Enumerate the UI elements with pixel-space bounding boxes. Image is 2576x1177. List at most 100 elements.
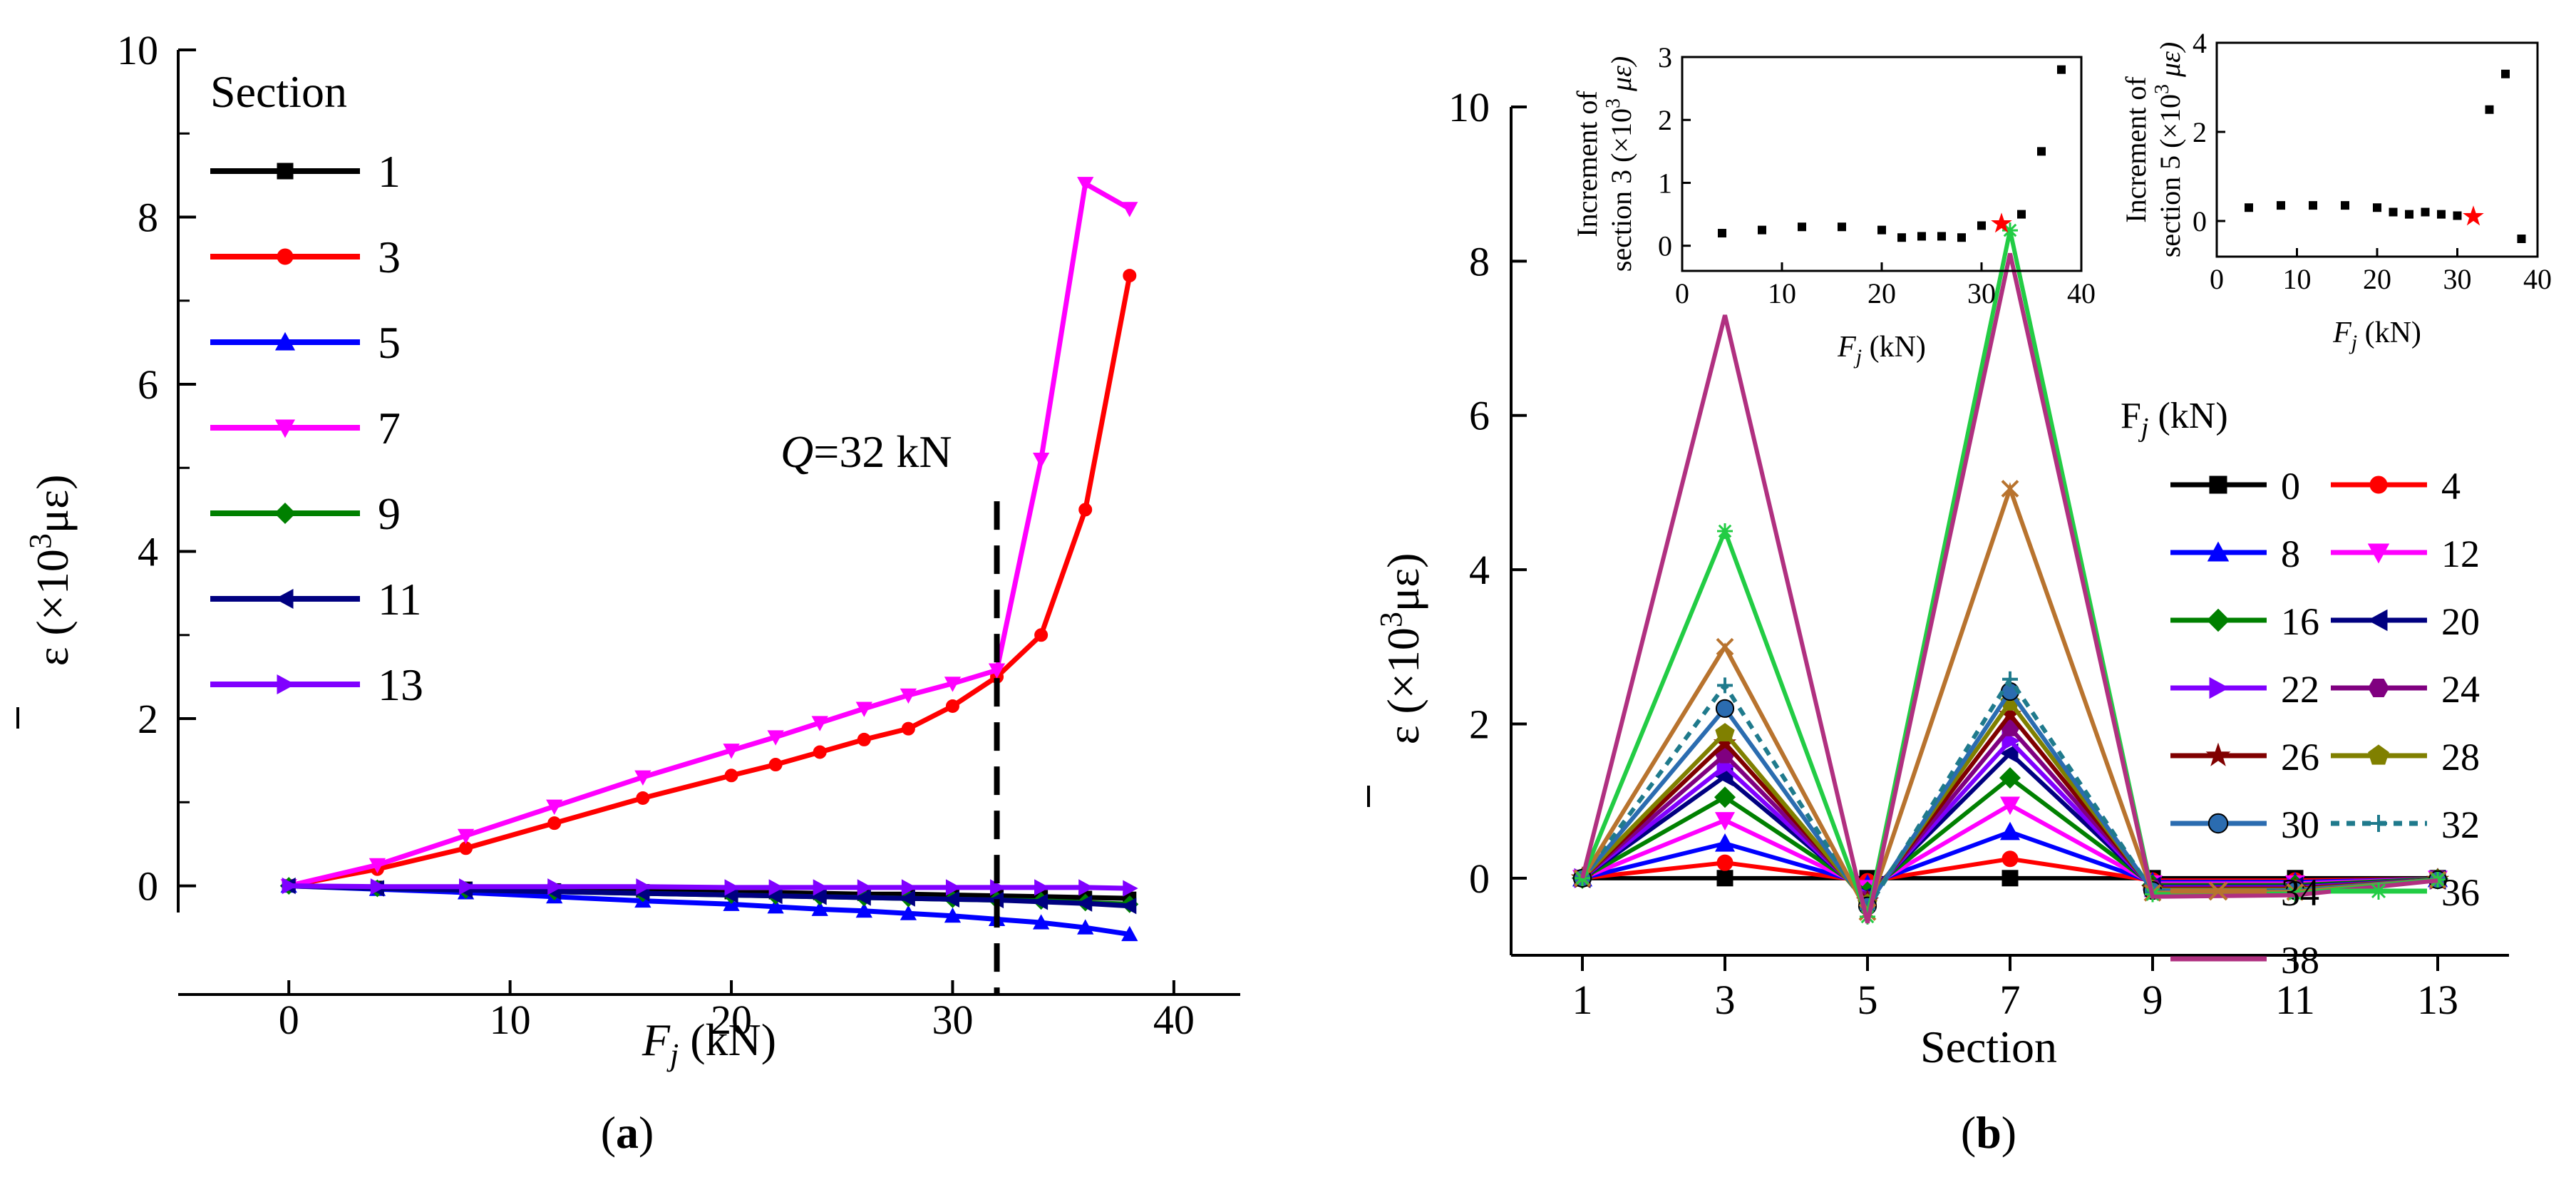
data-point-section-13: [813, 879, 829, 896]
inset-5-ticks: 0 10 20 30 40 0 2 4: [2193, 27, 2552, 295]
inset-data-point: [2389, 207, 2398, 217]
inset-x-tick-label: 20: [2363, 263, 2391, 295]
x-tick-label: 20: [711, 997, 752, 1043]
legend-marker-section-3: [277, 248, 294, 265]
y-tick-label: 4: [1469, 547, 1490, 593]
inset-data-point: [1897, 233, 1906, 242]
legend-label-fj-8: 8: [2281, 533, 2300, 575]
x-tick-label: 9: [2143, 977, 2163, 1023]
inset-data-point: [2017, 210, 2026, 219]
data-point-fj-36: [2430, 871, 2446, 888]
inset-data-point: [1758, 225, 1766, 235]
inset-x-tick-label: 30: [2443, 263, 2472, 295]
data-point-section-7: [767, 730, 784, 746]
data-point-section-11: [1120, 898, 1137, 915]
inset-y-tick-label: 1: [1658, 167, 1672, 199]
data-point-section-11: [900, 890, 915, 907]
data-point-section-7: [634, 770, 651, 786]
inset-data-point: [2421, 207, 2430, 217]
x-tick-label: 13: [2417, 977, 2458, 1023]
inset-y-tick-label: 0: [1658, 230, 1672, 262]
data-point-fj-32: [1717, 677, 1733, 694]
inset-5-points: [2245, 69, 2526, 243]
inset-section-5-chart: 0 10 20 30 40 0 2 4 Increment of section 5 (×10…: [2120, 27, 2552, 354]
data-point-section-11: [1076, 895, 1093, 912]
data-point-section-5: [1032, 914, 1050, 930]
svg-text:section 3 (×103 με): section 3 (×103 με): [1602, 56, 1637, 272]
data-point-fj-16: [1999, 767, 2021, 789]
data-point-section-7: [900, 688, 917, 704]
legend-label-fj-16: 16: [2281, 600, 2319, 643]
panel-b-legend: Fj (kN) 0 4 8 12 16 20 22 24 26 28 30 32 34 36 38: [2121, 396, 2480, 982]
legend-marker-fj-8: [2207, 541, 2230, 562]
legend-marker-section-13: [277, 674, 296, 695]
y-tick-label: 6: [1469, 393, 1490, 439]
data-point-section-13: [857, 879, 873, 896]
data-point-section-5: [1121, 925, 1138, 942]
data-point-fj-12: [1999, 796, 2021, 816]
inset-highlight-point: [1991, 212, 2012, 233]
inset-x-tick-label: 10: [2283, 263, 2312, 295]
panel-a-caption: (a): [601, 1107, 654, 1158]
inset-x-tick-label: 0: [1675, 277, 1689, 309]
legend-marker-fj-20: [2367, 609, 2388, 632]
data-point-section-7: [944, 677, 962, 692]
data-point-section-7: [988, 663, 1006, 679]
inset-5-x-axis-label: Fj (kN): [2332, 317, 2421, 354]
panel-b-legend-title: Fj (kN): [2121, 396, 2228, 443]
data-point-section-7: [546, 799, 563, 816]
inset-data-point: [2517, 235, 2526, 243]
inset-data-point: [2453, 211, 2462, 220]
inset-x-tick-label: 0: [2210, 263, 2224, 295]
inset-3-ticks: 0 10 20 30 40 0 1 2 3: [1658, 41, 2096, 309]
data-point-fj-4: [1716, 854, 1733, 871]
data-point-fj-28: [1715, 723, 1735, 742]
legend-label-fj-4: 4: [2441, 465, 2461, 508]
legend-marker-fj-36: [2370, 883, 2387, 900]
panel-a-ticks: 0 10 20 30 40 0 2 4 6 8 10: [117, 27, 1195, 1043]
inset-data-point: [1957, 233, 1966, 242]
legend-label-fj-26: 26: [2281, 736, 2319, 778]
inset-data-point: [2373, 203, 2381, 212]
svg-text:section 5 (×103 με): section 5 (×103 με): [2151, 42, 2186, 257]
inset-y-tick-label: 2: [1658, 104, 1672, 136]
data-point-section-13: [459, 878, 475, 895]
legend-marker-fj-4: [2369, 476, 2388, 494]
x-tick-label: 5: [1858, 977, 1878, 1023]
legend-label-fj-0: 0: [2281, 465, 2300, 508]
data-point-section-13: [901, 879, 917, 896]
data-point-section-13: [768, 879, 784, 896]
data-point-section-13: [1034, 879, 1050, 896]
data-point-section-7: [811, 716, 828, 731]
legend-marker-section-9: [274, 502, 297, 525]
legend-marker-section-11: [274, 588, 294, 610]
legend-marker-fj-22: [2209, 677, 2230, 699]
data-point-section-7: [369, 858, 386, 874]
inset-data-point: [2437, 210, 2446, 219]
data-point-fj-32: [2002, 671, 2018, 687]
y-tick-label: 0: [138, 863, 158, 910]
y-tick-label: 2: [138, 696, 158, 742]
panel-a-y-axis-label: ε (×103με): [16, 475, 78, 729]
data-point-section-11: [855, 889, 871, 906]
inset-3-points: [1718, 65, 2066, 242]
data-point-fj-34: [1716, 637, 1734, 656]
y-tick-label: 8: [1469, 238, 1490, 284]
data-point-section-5: [811, 900, 828, 916]
x-tick-label: 0: [279, 997, 299, 1043]
legend-label-fj-36: 36: [2441, 871, 2480, 914]
inset-data-point: [2309, 201, 2317, 210]
inset-data-point: [1718, 229, 1726, 238]
data-point-fj-8: [1714, 833, 1736, 852]
panel-a-axes: [177, 50, 1240, 996]
data-point-section-7: [723, 744, 740, 759]
legend-label-section-7: 7: [378, 403, 401, 453]
legend-label-fj-30: 30: [2281, 803, 2319, 846]
legend-marker-fj-34: [2208, 881, 2228, 901]
inset-3-x-axis-label: Fj (kN): [1837, 331, 1926, 369]
x-tick-label: 3: [1715, 977, 1736, 1023]
inset-data-point: [2485, 105, 2494, 114]
inset-section-3-chart: 0 10 20 30 40 0 1 2 3 Increment of section 3 (×1…: [1571, 41, 2096, 369]
